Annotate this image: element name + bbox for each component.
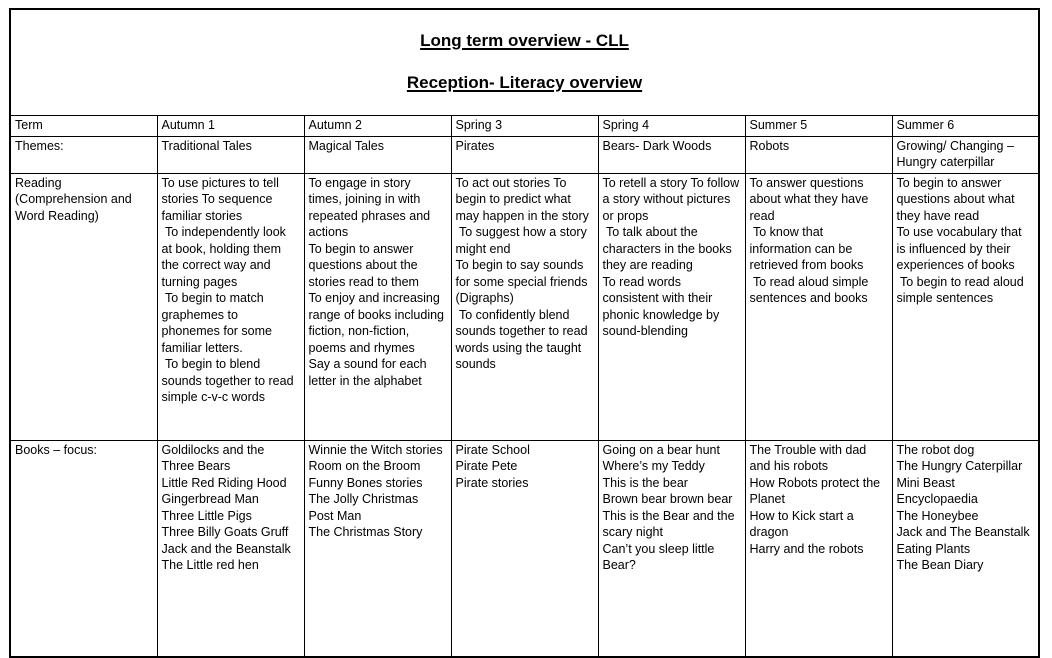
cell-themes-spring-4: Bears- Dark Woods (597, 135, 746, 174)
literacy-overview-table: Long term overview - CLL Reception- Lite… (9, 8, 1040, 658)
cell-themes-summer-6: Growing/ Changing – Hungry caterpillar (891, 135, 1040, 174)
themes-row-label: Themes: (9, 135, 158, 174)
title-row: Long term overview - CLL Reception- Lite… (9, 8, 1040, 116)
cell-reading-spring-4: To retell a story To follow a story with… (597, 172, 746, 441)
cell-themes-autumn-1: Traditional Tales (156, 135, 305, 174)
column-header-term: Term (9, 114, 158, 137)
cell-books-spring-4: Going on a bear hunt Where’s my Teddy Th… (597, 439, 746, 658)
cell-books-summer-5: The Trouble with dad and his robots How … (744, 439, 893, 658)
books-row-label: Books – focus: (9, 439, 158, 658)
column-header-spring-4: Spring 4 (597, 114, 746, 137)
cell-themes-spring-3: Pirates (450, 135, 599, 174)
themes-row: Themes: Traditional Tales Magical Tales … (9, 135, 1040, 174)
cell-reading-autumn-1: To use pictures to tell stories To seque… (156, 172, 305, 441)
reading-row-label: Reading (Comprehension and Word Reading) (9, 172, 158, 441)
cell-reading-spring-3: To act out stories To begin to predict w… (450, 172, 599, 441)
column-header-spring-3: Spring 3 (450, 114, 599, 137)
document-title-line1: Long term overview - CLL (420, 30, 629, 50)
cell-themes-autumn-2: Magical Tales (303, 135, 452, 174)
cell-reading-autumn-2: To engage in story times, joining in wit… (303, 172, 452, 441)
document-title-line2: Reception- Literacy overview (406, 73, 643, 92)
cell-books-summer-6: The robot dog The Hungry Caterpillar Min… (891, 439, 1040, 658)
cell-reading-summer-6: To begin to answer questions about what … (891, 172, 1040, 441)
cell-books-autumn-2: Winnie the Witch stories Room on the Bro… (303, 439, 452, 658)
column-header-autumn-1: Autumn 1 (156, 114, 305, 137)
books-row: Books – focus: Goldilocks and the Three … (9, 439, 1040, 658)
column-header-autumn-2: Autumn 2 (303, 114, 452, 137)
document-title-cell: Long term overview - CLL Reception- Lite… (9, 8, 1040, 116)
cell-books-autumn-1: Goldilocks and the Three Bears Little Re… (156, 439, 305, 658)
column-header-summer-6: Summer 6 (891, 114, 1040, 137)
cell-reading-summer-5: To answer questions about what they have… (744, 172, 893, 441)
cell-themes-summer-5: Robots (744, 135, 893, 174)
reading-row: Reading (Comprehension and Word Reading)… (9, 172, 1040, 441)
header-row: Term Autumn 1 Autumn 2 Spring 3 Spring 4… (9, 114, 1040, 137)
cell-books-spring-3: Pirate School Pirate Pete Pirate stories (450, 439, 599, 658)
document-page: Long term overview - CLL Reception- Lite… (9, 8, 1040, 658)
column-header-summer-5: Summer 5 (744, 114, 893, 137)
